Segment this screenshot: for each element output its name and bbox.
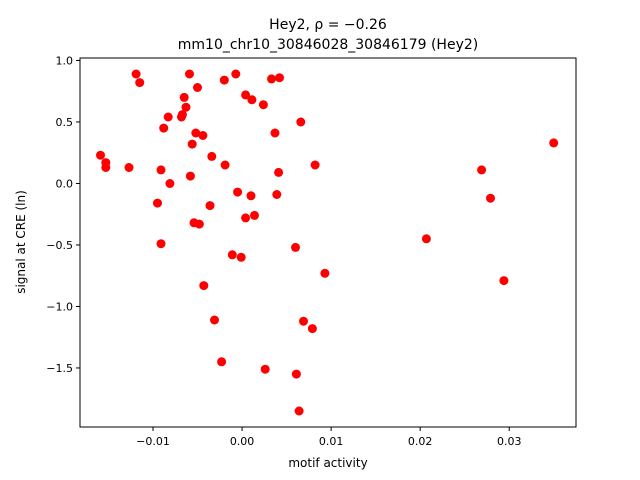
data-point [320, 268, 330, 278]
y-tick-label: 0.0 [56, 177, 74, 190]
data-point [233, 187, 243, 197]
chart-title-line2: mm10_chr10_30846028_30846179 (Hey2) [178, 37, 478, 53]
data-point [421, 234, 431, 244]
data-point [185, 69, 194, 79]
data-point [205, 201, 215, 211]
data-point [135, 78, 145, 88]
y-axis-ticks: −1.5 −1.0 −0.5 0.0 0.5 1.0 [46, 54, 80, 375]
y-tick-label: 1.0 [56, 54, 74, 67]
data-point [131, 69, 141, 79]
y-tick-label: 0.5 [56, 116, 74, 129]
data-point [187, 139, 197, 149]
data-point [217, 357, 227, 367]
data-point [177, 110, 187, 120]
chart-title-line1: Hey2, ρ = −0.26 [269, 17, 387, 33]
data-point [241, 90, 251, 100]
y-tick-label: −0.5 [46, 239, 73, 252]
data-point [272, 190, 282, 199]
x-tick-label: 0.01 [319, 435, 344, 448]
data-point [250, 210, 259, 220]
x-tick-label: 0.02 [408, 435, 433, 448]
data-point [231, 69, 241, 79]
data-point [296, 117, 306, 127]
x-tick-label: 0.03 [497, 435, 522, 448]
data-point [274, 167, 284, 177]
data-point [227, 250, 237, 260]
data-point [124, 163, 134, 172]
y-tick-label: −1.0 [46, 300, 73, 313]
data-point [207, 151, 217, 161]
data-point [247, 95, 257, 105]
data-point [163, 112, 173, 122]
data-point [270, 128, 280, 138]
data-point [294, 406, 304, 416]
data-point [153, 198, 162, 208]
data-point [291, 369, 301, 379]
y-axis-label: signal at CRE (ln) [14, 190, 28, 294]
x-axis-ticks: −0.01 0.00 0.01 0.02 0.03 [136, 427, 521, 448]
data-point [210, 315, 219, 325]
data-point [219, 75, 229, 85]
data-point [236, 252, 246, 262]
data-point [179, 92, 189, 102]
data-point [194, 219, 204, 229]
data-point [258, 100, 268, 110]
data-point [159, 123, 169, 133]
data-point [486, 193, 495, 203]
data-point [299, 316, 308, 326]
data-point [275, 73, 284, 83]
y-tick-label: −1.5 [46, 362, 73, 375]
data-point [220, 160, 230, 170]
data-point [96, 150, 105, 160]
data-point [267, 74, 276, 84]
data-point [193, 83, 202, 92]
data-point [185, 171, 195, 181]
data-point [241, 213, 251, 223]
data-point [156, 165, 166, 175]
data-point [156, 239, 166, 249]
data-point [549, 138, 559, 148]
data-point [246, 191, 256, 201]
data-point [199, 281, 209, 291]
data-point [191, 128, 201, 138]
data-point [499, 276, 509, 286]
axes-frame [79, 57, 577, 428]
data-point [307, 324, 317, 334]
data-point [310, 160, 320, 170]
data-point [198, 131, 208, 140]
data-point [291, 242, 300, 252]
data-point [181, 102, 191, 112]
data-point [477, 165, 487, 175]
plot-area [96, 69, 559, 416]
data-point [101, 163, 111, 172]
x-tick-label: 0.00 [230, 435, 255, 448]
x-axis-label: motif activity [288, 456, 367, 470]
data-point [260, 364, 270, 374]
x-tick-label: −0.01 [136, 435, 170, 448]
data-point [165, 179, 175, 188]
